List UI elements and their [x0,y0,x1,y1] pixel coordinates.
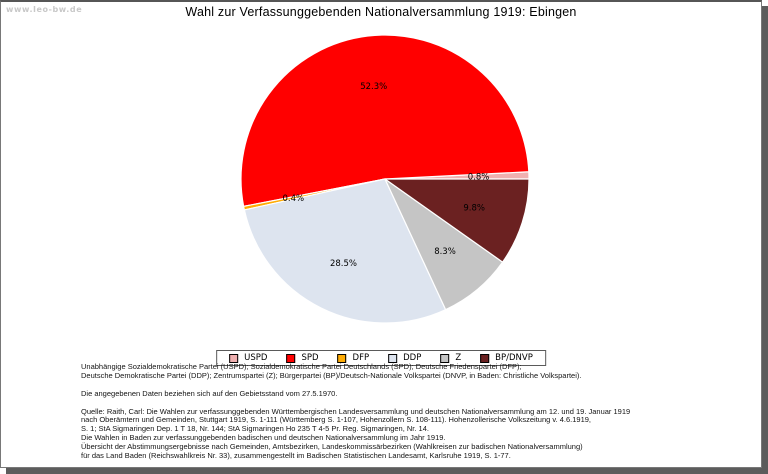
source-line-1: Quelle: Raith, Carl: Die Wahlen zur verf… [81,406,631,416]
legend-label: SPD [301,353,319,363]
chart-title: Wahl zur Verfassunggebenden Nationalvers… [185,5,577,19]
legend-swatch-icon [480,353,490,363]
legend-item-spd: SPD [286,353,319,363]
source-line-3: S. 1; StA Sigmaringen Dep. 1 T 18, Nr. 1… [81,424,429,434]
slice-percent-label-ddp: 28.5% [330,259,357,269]
territorial-status-note: Die angegebenen Daten beziehen sich auf … [81,388,338,398]
legend-swatch-icon [440,353,450,363]
legend-item-dfp: DFP [337,353,370,363]
legend-label: USPD [244,353,268,363]
legend-swatch-icon [337,353,347,363]
slice-percent-label-bp-dnvp: 9.8% [463,203,485,213]
watermark-leo-bw: www.leo-bw.de [6,5,83,14]
pie-chart: 0.8% 52.3% 0.4% 28.5% 8.3% 9.8% [240,34,530,324]
source-line-4: Die Wahlen in Baden zur verfassunggebend… [81,433,446,443]
slice-percent-label-z: 8.3% [434,247,456,257]
abbreviation-note: Unabhängige Sozialdemokratische Partei (… [81,362,741,381]
legend-item-z: Z [440,353,461,363]
slice-percent-label-dfp: 0.4% [282,194,304,204]
legend-label: BP/DNVP [495,353,533,363]
legend-item-bp-dnvp: BP/DNVP [480,353,533,363]
source-line-2: nach Oberämtern und Gemeinden, Stuttgart… [81,415,592,425]
footnotes: Unabhängige Sozialdemokratische Partei (… [81,362,741,461]
chart-canvas: www.leo-bw.de Wahl zur Verfassunggebende… [0,0,762,468]
pie-slice-ddp [243,178,447,324]
legend-swatch-icon [229,353,239,363]
abbreviation-line-1: Unabhängige Sozialdemokratische Partei (… [81,362,522,371]
abbreviation-line-2: Deutsche Demokratische Partei (DDP); Zen… [81,370,582,380]
legend-swatch-icon [286,353,296,363]
legend-label: Z [455,353,462,363]
pie-slice-spd [240,34,530,207]
legend-item-uspd: USPD [229,353,267,363]
source-line-5: Übersicht der Abstimmungsergebnisse nach… [81,441,583,451]
pie-legend: USPD SPD DFP DDP Z BP/DNVP [216,350,546,366]
source-note: Quelle: Raith, Carl: Die Wahlen zur verf… [81,406,741,461]
slice-percent-label-spd: 52.3% [360,82,387,92]
pie-slice-bp-dnvp [384,178,530,263]
source-line-6: für das Land Baden (Reichswahlkreis Nr. … [81,450,511,460]
legend-item-ddp: DDP [388,353,421,363]
legend-swatch-icon [388,353,398,363]
legend-label: DDP [403,353,422,363]
slice-percent-label-uspd: 0.8% [468,173,490,183]
legend-label: DFP [352,353,370,363]
